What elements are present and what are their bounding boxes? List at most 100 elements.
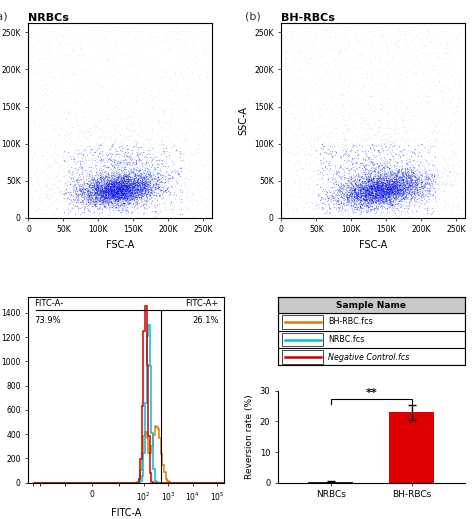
Point [367, 199, 374, 208]
Point [324, 177, 332, 186]
Point [417, 183, 425, 191]
Point [103, 188, 111, 196]
Point [428, 177, 435, 185]
Point [86, 181, 93, 189]
Point [388, 187, 395, 196]
Point [379, 181, 387, 189]
Point [70, 200, 77, 209]
Point [91, 123, 99, 131]
Point [140, 148, 148, 156]
Point [114, 194, 121, 202]
Point [356, 186, 364, 194]
Point [134, 175, 141, 183]
Point [93, 175, 101, 183]
Point [117, 192, 125, 200]
Point [114, 194, 121, 202]
Point [119, 172, 127, 180]
Point [111, 193, 118, 201]
Point [112, 168, 120, 176]
Point [328, 175, 336, 183]
Point [124, 199, 132, 208]
Point [406, 190, 413, 198]
Point [137, 191, 144, 199]
Point [84, 190, 91, 199]
Point [124, 181, 131, 189]
Point [107, 186, 114, 194]
Point [120, 169, 128, 177]
Text: (a): (a) [0, 12, 8, 22]
Point [413, 182, 420, 190]
Point [368, 182, 376, 190]
Point [155, 157, 163, 166]
Point [362, 170, 369, 178]
Point [422, 177, 429, 186]
Point [376, 195, 383, 203]
Point [130, 183, 138, 191]
Point [380, 189, 388, 198]
Point [404, 181, 411, 189]
Point [110, 197, 118, 205]
Point [117, 186, 124, 194]
Point [76, 162, 84, 170]
Point [417, 185, 425, 193]
Point [408, 168, 416, 176]
Point [401, 175, 409, 183]
Point [324, 79, 332, 88]
Point [401, 179, 409, 187]
Point [107, 183, 114, 192]
Point [356, 181, 364, 189]
Point [360, 187, 368, 195]
Point [370, 174, 378, 183]
Point [379, 189, 387, 197]
Point [392, 183, 400, 192]
Point [395, 190, 403, 198]
Point [140, 180, 147, 188]
Point [389, 168, 396, 176]
Point [89, 179, 97, 187]
Point [426, 179, 433, 187]
Point [128, 195, 135, 203]
Point [372, 193, 380, 201]
Point [370, 198, 377, 206]
Point [79, 197, 86, 205]
Point [393, 170, 401, 179]
Point [354, 204, 361, 213]
Point [392, 184, 400, 193]
Point [396, 191, 403, 199]
Point [370, 160, 378, 168]
Point [126, 192, 133, 200]
Point [95, 152, 102, 160]
Point [393, 167, 401, 175]
Point [155, 175, 162, 184]
Point [362, 206, 370, 214]
Point [455, 205, 463, 213]
Point [334, 196, 341, 204]
Point [137, 188, 144, 196]
Point [148, 132, 156, 140]
Point [391, 188, 399, 196]
Point [139, 199, 146, 207]
Point [350, 188, 357, 196]
Point [131, 178, 138, 186]
Point [424, 160, 431, 168]
Point [409, 179, 416, 187]
Point [322, 189, 330, 198]
Point [379, 193, 387, 201]
Point [101, 180, 109, 188]
Point [118, 178, 126, 186]
Point [396, 197, 404, 205]
Point [118, 199, 125, 208]
Point [391, 188, 399, 196]
Point [397, 210, 405, 218]
Point [351, 204, 358, 213]
Point [401, 136, 409, 144]
Point [139, 185, 147, 194]
Point [296, 149, 303, 157]
Point [143, 180, 151, 188]
Point [345, 190, 352, 199]
Point [55, 214, 63, 222]
Point [118, 183, 125, 192]
Point [141, 188, 148, 197]
Point [390, 176, 398, 185]
Point [122, 187, 130, 196]
